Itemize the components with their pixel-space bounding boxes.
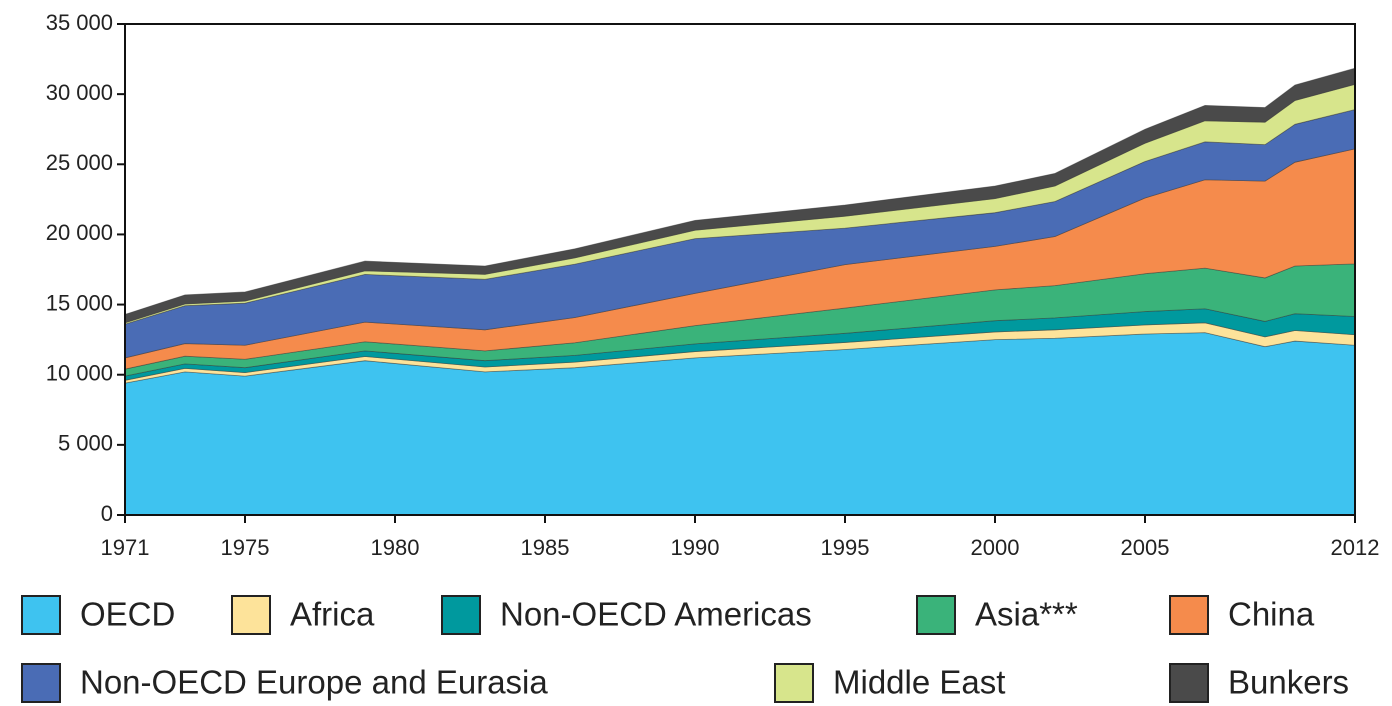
- legend-label: Non-OECD Americas: [500, 596, 812, 633]
- y-tick-label: 0: [101, 501, 113, 526]
- legend-label: OECD: [80, 596, 175, 633]
- x-tick-label: 2000: [971, 535, 1020, 560]
- x-tick-label: 1980: [371, 535, 420, 560]
- legend-label: China: [1228, 596, 1315, 633]
- legend-label: Middle East: [833, 664, 1005, 701]
- legend-label: Asia***: [975, 596, 1078, 633]
- y-tick-label: 5 000: [58, 431, 113, 456]
- legend-label: Non-OECD Europe and Eurasia: [80, 664, 548, 701]
- legend-swatch: [774, 663, 814, 703]
- x-tick-label: 2005: [1121, 535, 1170, 560]
- y-tick-label: 15 000: [46, 290, 113, 315]
- y-tick-label: 30 000: [46, 80, 113, 105]
- legend-swatch: [21, 663, 61, 703]
- legend-swatch: [21, 595, 61, 635]
- legend-swatch: [231, 595, 271, 635]
- legend-swatch: [1169, 663, 1209, 703]
- legend-label: Bunkers: [1228, 664, 1349, 701]
- x-tick-label: 1975: [221, 535, 270, 560]
- legend-swatch: [441, 595, 481, 635]
- legend-swatch: [916, 595, 956, 635]
- x-tick-label: 1995: [821, 535, 870, 560]
- legend-swatch: [1169, 595, 1209, 635]
- x-tick-label: 1971: [101, 535, 150, 560]
- x-tick-label: 1990: [671, 535, 720, 560]
- y-tick-label: 25 000: [46, 150, 113, 175]
- x-tick-label: 2012: [1331, 535, 1380, 560]
- x-tick-label: 1985: [521, 535, 570, 560]
- legend-label: Africa: [290, 596, 375, 633]
- y-tick-label: 10 000: [46, 361, 113, 386]
- y-tick-label: 20 000: [46, 220, 113, 245]
- plot-frame: [124, 23, 1356, 516]
- y-tick-label: 35 000: [46, 10, 113, 35]
